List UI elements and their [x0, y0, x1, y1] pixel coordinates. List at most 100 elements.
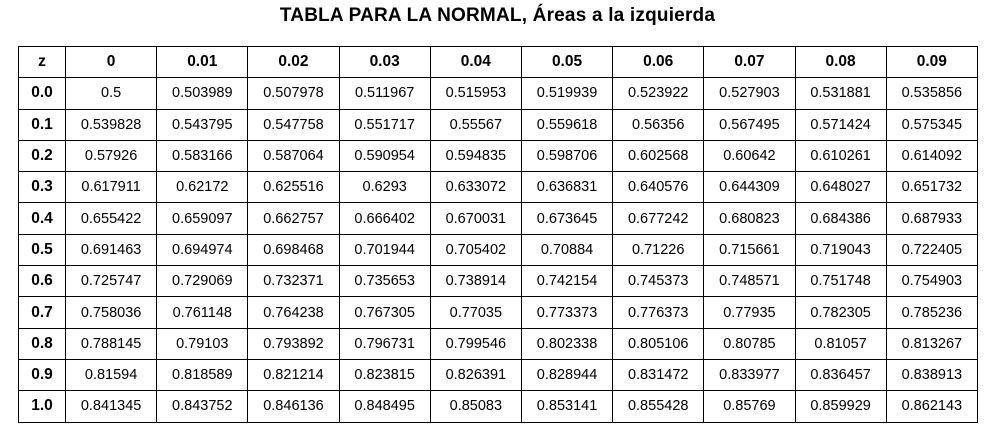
column-header: 0.09 [885, 45, 979, 79]
table-cell: 0.838913 [885, 358, 979, 392]
table-cell: 0.705402 [429, 233, 522, 267]
column-header: 0.03 [338, 45, 431, 79]
table-cell: 0.602568 [612, 139, 705, 173]
table-cell: 0.56356 [612, 108, 705, 141]
table-cell: 0.651732 [885, 171, 979, 204]
table-cell: 0.85083 [429, 390, 522, 423]
table-cell: 0.587064 [247, 139, 340, 173]
table-cell: 0.519939 [520, 77, 614, 110]
table-cell: 0.767305 [338, 296, 431, 329]
page-title: TABLA PARA LA NORMAL, Áreas a la izquier… [279, 5, 716, 26]
table-cell: 0.71226 [612, 233, 705, 267]
table-cell: 0.722405 [885, 233, 979, 267]
table-cell: 0.745373 [612, 265, 705, 298]
table-cell: 0.680823 [703, 202, 796, 235]
table-cell: 0.614092 [885, 139, 979, 173]
row-header-z: 0.4 [18, 202, 66, 235]
table-cell: 0.81057 [794, 327, 887, 360]
table-cell: 0.729069 [156, 265, 249, 298]
table-cell: 0.782305 [794, 296, 887, 329]
table-cell: 0.823815 [338, 358, 431, 392]
table-row: 1.0 0.841345 0.843752 0.846136 0.848495 0.850… [18, 390, 979, 423]
table-cell: 0.719043 [794, 233, 887, 267]
table-cell: 0.843752 [156, 390, 249, 423]
table-cell: 0.785236 [885, 296, 979, 329]
table-cell: 0.531881 [794, 77, 887, 110]
table-cell: 0.666402 [338, 202, 431, 235]
table-cell: 0.701944 [338, 233, 431, 267]
table-cell: 0.559618 [520, 108, 614, 141]
table-cell: 0.677242 [612, 202, 705, 235]
table-cell: 0.687933 [885, 202, 979, 235]
table-cell: 0.833977 [703, 358, 796, 392]
table-cell: 0.511967 [338, 77, 431, 110]
table-cell: 0.859929 [794, 390, 887, 423]
row-header-z: 0.0 [18, 77, 66, 110]
column-header: 0.04 [429, 45, 522, 79]
table-cell: 0.761148 [156, 296, 249, 329]
table-cell: 0.684386 [794, 202, 887, 235]
table-cell: 0.547758 [247, 108, 340, 141]
normal-distribution-table: z 0 0.01 0.02 0.03 0.04 0.05 0.06 0.07 0… [18, 45, 979, 423]
table-row: 0.7 0.758036 0.761148 0.764238 0.767305 0.770… [18, 296, 979, 329]
table-cell: 0.818589 [156, 358, 249, 392]
table-cell: 0.535856 [885, 77, 979, 110]
table-row: 0.4 0.655422 0.659097 0.662757 0.666402 0.670… [18, 202, 979, 235]
table-row: 0.0 0.5 0.503989 0.507978 0.511967 0.515953 0.… [18, 77, 979, 110]
table-cell: 0.796731 [338, 327, 431, 360]
table-cell: 0.539828 [64, 108, 158, 141]
table-cell: 0.841345 [64, 390, 158, 423]
table-cell: 0.625516 [247, 171, 340, 204]
table-cell: 0.662757 [247, 202, 340, 235]
table-cell: 0.758036 [64, 296, 158, 329]
column-header: 0.01 [156, 45, 249, 79]
table-cell: 0.826391 [429, 358, 522, 392]
table-cell: 0.636831 [520, 171, 614, 204]
table-cell: 0.828944 [520, 358, 614, 392]
table-cell: 0.598706 [520, 139, 614, 173]
table-row: 0.6 0.725747 0.729069 0.732371 0.735653 0.738… [18, 265, 979, 298]
table-cell: 0.527903 [703, 77, 796, 110]
table-cell: 0.655422 [64, 202, 158, 235]
table-cell: 0.694974 [156, 233, 249, 267]
row-header-z: 0.2 [18, 139, 66, 173]
table-cell: 0.764238 [247, 296, 340, 329]
table-cell: 0.85769 [703, 390, 796, 423]
table-cell: 0.80785 [703, 327, 796, 360]
table-cell: 0.62172 [156, 171, 249, 204]
table-cell: 0.773373 [520, 296, 614, 329]
table-row: 0.9 0.81594 0.818589 0.821214 0.823815 0.8263… [18, 358, 979, 392]
table-cell: 0.79103 [156, 327, 249, 360]
table-cell: 0.81594 [64, 358, 158, 392]
row-header-z: 0.9 [18, 358, 66, 392]
table-cell: 0.799546 [429, 327, 522, 360]
table-cell: 0.610261 [794, 139, 887, 173]
table-cell: 0.567495 [703, 108, 796, 141]
table-cell: 0.742154 [520, 265, 614, 298]
row-header-z: 0.5 [18, 233, 66, 267]
row-header-z: 0.3 [18, 171, 66, 204]
table-row: 0.5 0.691463 0.694974 0.698468 0.701944 0.705… [18, 233, 979, 267]
table-row: 0.3 0.617911 0.62172 0.625516 0.6293 0.633072… [18, 171, 979, 204]
table-cell: 0.805106 [612, 327, 705, 360]
column-header-z: z [18, 45, 66, 79]
table-cell: 0.735653 [338, 265, 431, 298]
table-cell: 0.691463 [64, 233, 158, 267]
table-row: 0.1 0.539828 0.543795 0.547758 0.551717 0.555… [18, 108, 979, 141]
table-cell: 0.821214 [247, 358, 340, 392]
table-cell: 0.673645 [520, 202, 614, 235]
table-cell: 0.77035 [429, 296, 522, 329]
table-cell: 0.813267 [885, 327, 979, 360]
table-cell: 0.732371 [247, 265, 340, 298]
table-cell: 0.725747 [64, 265, 158, 298]
table-cell: 0.831472 [612, 358, 705, 392]
table-cell: 0.751748 [794, 265, 887, 298]
row-header-z: 0.1 [18, 108, 66, 141]
table-cell: 0.507978 [247, 77, 340, 110]
table-cell: 0.855428 [612, 390, 705, 423]
table-cell: 0.77935 [703, 296, 796, 329]
table-cell: 0.5 [64, 77, 158, 110]
table-cell: 0.715661 [703, 233, 796, 267]
table-cell: 0.862143 [885, 390, 979, 423]
table-cell: 0.57926 [64, 139, 158, 173]
